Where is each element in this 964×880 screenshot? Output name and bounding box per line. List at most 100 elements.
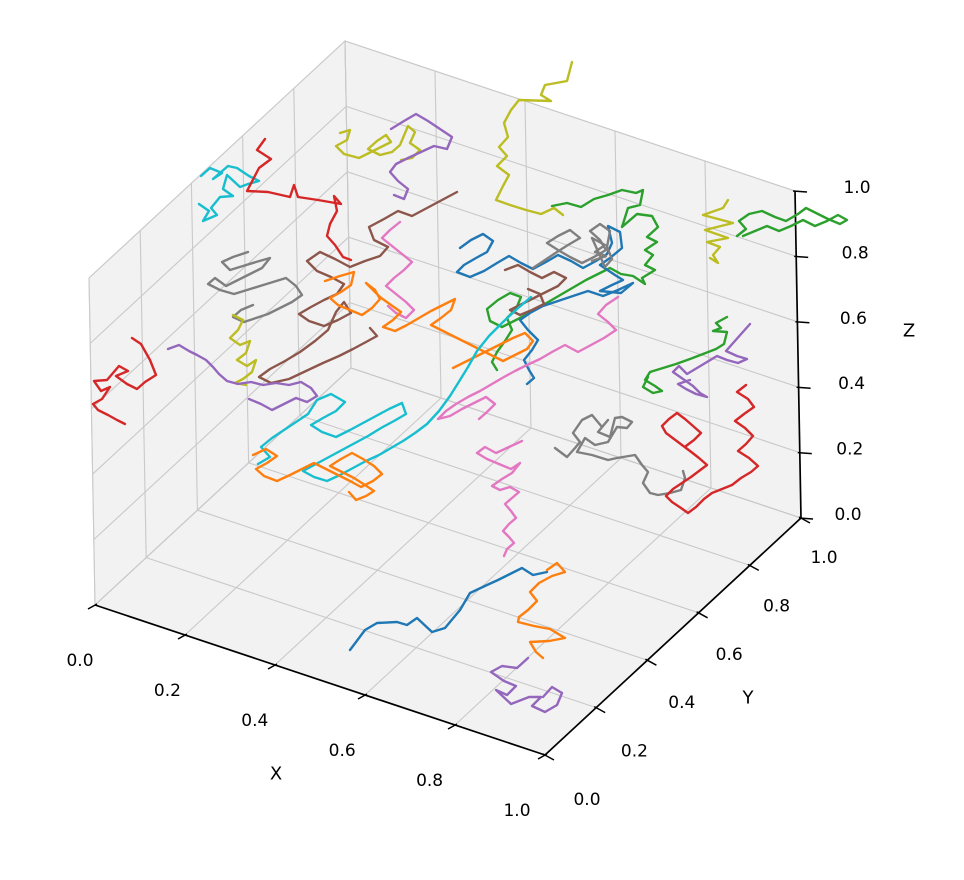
grid-line xyxy=(344,40,796,192)
y-tick xyxy=(696,611,708,619)
walk-line-gray-1 xyxy=(206,250,304,324)
walk-line-pink-2 xyxy=(475,439,524,558)
x-tick xyxy=(357,693,368,700)
y-tick-label: 1.0 xyxy=(810,548,837,568)
walk-line-purple-2 xyxy=(166,343,319,412)
walk-line-gray-2 xyxy=(531,222,614,270)
z-tick-label: 0.4 xyxy=(838,374,865,394)
walk-lines xyxy=(91,60,849,714)
walk-line-blue-2 xyxy=(455,224,635,386)
walk-line-red-1 xyxy=(245,137,353,262)
grid-line xyxy=(93,302,351,541)
x-tick-label: 0.6 xyxy=(329,741,356,761)
grid-line xyxy=(346,105,797,257)
walk-line-purple-1 xyxy=(388,112,454,201)
grid-line xyxy=(88,277,96,606)
walk-line-olive-3 xyxy=(701,198,735,265)
walk-line-olive-1 xyxy=(334,124,422,162)
z-tick xyxy=(798,517,814,520)
x-tick-label: 0.2 xyxy=(154,681,181,701)
y-tick xyxy=(542,753,555,761)
x-tick xyxy=(267,663,278,670)
walk-line-orange-2 xyxy=(251,447,384,502)
walk-line-blue-1 xyxy=(348,566,549,652)
grid-line xyxy=(190,183,198,511)
x-axis-title: X xyxy=(270,764,282,785)
grid-line xyxy=(184,397,442,636)
z-tick xyxy=(792,190,808,193)
y-axis-title: Y xyxy=(742,688,755,709)
walk-line-gray-3 xyxy=(553,413,687,497)
grid-line xyxy=(454,487,712,726)
z-tick-label: 0.8 xyxy=(842,243,869,263)
walk-line-green-1 xyxy=(485,188,660,372)
y-axis-spine xyxy=(544,517,802,756)
grid-line xyxy=(146,557,597,709)
grid-line xyxy=(349,302,800,454)
axis-ticks: 0.0 0.2 0.4 0.6 0.8 1.0 0.0 0.2 0.4 0.6 0.8 1.0 0.0 0… xyxy=(66,178,870,821)
x-tick-label: 0.8 xyxy=(416,771,443,791)
walk-line-cyan-2 xyxy=(256,295,533,483)
x-tick xyxy=(177,633,188,640)
walk-line-orange-1 xyxy=(323,270,535,370)
x-tick xyxy=(447,723,458,730)
grid-line xyxy=(248,462,699,614)
y-tick-label: 0.0 xyxy=(573,790,600,810)
y-tick-label: 0.6 xyxy=(716,645,743,665)
x-tick xyxy=(87,603,98,610)
z-tick-label: 0.2 xyxy=(836,440,863,460)
grid-line xyxy=(242,135,250,463)
grid-line xyxy=(293,88,301,416)
grid-line xyxy=(299,414,750,566)
y-tick-label: 0.2 xyxy=(621,742,648,762)
grid-line xyxy=(89,105,347,344)
walk-line-green-2 xyxy=(735,206,849,238)
x-tick-label: 1.0 xyxy=(503,801,530,821)
y-tick-label: 0.4 xyxy=(668,693,695,713)
grid-line xyxy=(197,509,648,661)
z-tick xyxy=(794,255,809,259)
walk-line-brown-1 xyxy=(257,190,459,385)
z-axis-spine xyxy=(794,190,802,519)
z-tick-label: 0.0 xyxy=(834,505,861,525)
walk-line-pink-3 xyxy=(380,220,416,320)
walk-line-olive-4 xyxy=(228,313,258,387)
grid-line xyxy=(347,171,798,323)
walk-line-purple-4 xyxy=(489,656,564,714)
grid-line xyxy=(350,367,802,519)
walk-line-purple-3 xyxy=(671,322,752,399)
walk-line-pink-1 xyxy=(436,295,620,421)
z-tick xyxy=(795,321,810,324)
y-tick xyxy=(747,563,760,572)
grid-line xyxy=(139,230,147,558)
y-tick xyxy=(645,658,657,666)
grid-line xyxy=(348,236,799,388)
x-axis-spine xyxy=(94,604,546,756)
z-tick-label: 0.6 xyxy=(840,309,867,329)
walk-line-olive-2 xyxy=(494,60,574,217)
x-tick-label: 0.4 xyxy=(241,711,268,731)
z-tick-label: 1.0 xyxy=(843,178,870,198)
axis-spines xyxy=(94,190,802,756)
z-axis-title: Z xyxy=(903,321,915,342)
walk-line-red-2 xyxy=(91,336,158,426)
x-tick-label: 0.0 xyxy=(66,651,93,671)
grid-line xyxy=(364,457,622,696)
axes-panes xyxy=(88,39,802,756)
z-tick xyxy=(796,386,811,389)
z-tick xyxy=(797,451,812,455)
walk-line-cyan-1 xyxy=(197,164,261,223)
walk-line-red-3 xyxy=(660,383,760,515)
y-tick-label: 0.8 xyxy=(763,596,790,616)
axis-titles: X Y Z xyxy=(270,321,915,785)
grid-line xyxy=(88,40,346,279)
walk-line-orange-3 xyxy=(516,561,567,660)
grid-line xyxy=(274,427,532,666)
grid-line xyxy=(92,236,349,475)
grid-line xyxy=(614,130,622,459)
walk-line-green-3 xyxy=(641,315,729,395)
walk-line-brown-2 xyxy=(503,263,568,317)
grid-line xyxy=(94,367,352,606)
